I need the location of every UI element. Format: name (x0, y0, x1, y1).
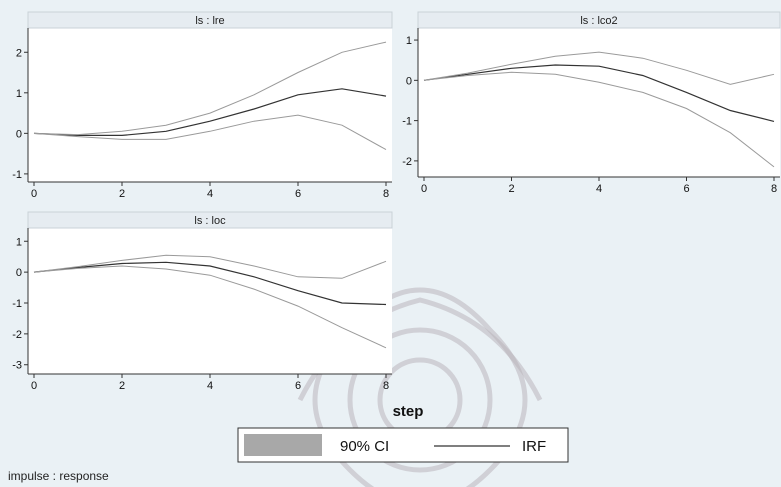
x-tick-label: 8 (383, 380, 389, 392)
panel-header (27, 211, 393, 229)
ci-upper-bound-line (33, 254, 387, 279)
x-tick-label: 0 (31, 188, 37, 200)
panel-title: ls : lco2 (580, 15, 617, 27)
irf-series-line (33, 261, 387, 306)
y-tick-label: 1 (406, 35, 412, 47)
panel-title: ls : loc (194, 215, 226, 227)
x-tick-label: 6 (683, 183, 689, 195)
x-axis-label: step (393, 403, 424, 420)
irf-series-line (33, 88, 387, 136)
x-tick-label: 6 (295, 380, 301, 392)
ci-lower-bound-line (423, 71, 775, 168)
x-tick-label: 0 (31, 380, 37, 392)
y-tick-label: 0 (16, 128, 22, 140)
y-tick-label: -1 (12, 298, 22, 310)
plot-area (28, 28, 392, 182)
y-tick-label: -2 (402, 156, 412, 168)
x-tick-label: 6 (295, 188, 301, 200)
irf-panel-0: ls : lre -1 0 1 2 0 2 4 6 8 (12, 11, 393, 200)
x-tick-label: 2 (119, 380, 125, 392)
x-tick-label: 8 (383, 188, 389, 200)
plot-area (28, 228, 392, 374)
y-tick-label: 1 (16, 236, 22, 248)
x-tick-label: 0 (421, 183, 427, 195)
panel-header (417, 11, 781, 29)
ci-upper-bound-line (33, 41, 387, 136)
y-tick-label: 0 (406, 75, 412, 87)
ci-lower-bound-line (33, 265, 387, 349)
ci-lower-bound-line (33, 114, 387, 151)
legend-irf-label: IRF (522, 438, 546, 455)
x-tick-label: 8 (771, 183, 777, 195)
y-tick-label: -2 (12, 329, 22, 341)
y-tick-label: 1 (16, 88, 22, 100)
irf-series-line (423, 64, 775, 122)
x-tick-label: 2 (508, 183, 514, 195)
y-tick-label: -3 (12, 360, 22, 372)
ci-upper-bound-line (423, 51, 775, 85)
impulse-response-note: impulse : response (8, 469, 109, 483)
legend-ci-label: 90% CI (340, 438, 389, 455)
irf-panel-2: ls : loc -3 -2 -1 0 1 0 2 4 6 8 (12, 211, 393, 392)
panel-header (27, 11, 393, 29)
y-tick-label: 2 (16, 47, 22, 59)
x-tick-label: 4 (207, 380, 213, 392)
x-tick-label: 2 (119, 188, 125, 200)
x-tick-label: 4 (596, 183, 602, 195)
irf-panel-1: ls : lco2 -2 -1 0 1 0 2 4 6 8 (402, 11, 781, 195)
legend: 90% CI IRF (237, 427, 569, 463)
legend-ci-swatch (244, 434, 322, 456)
plot-area (418, 28, 780, 177)
y-tick-label: 0 (16, 267, 22, 279)
y-tick-label: -1 (402, 116, 412, 128)
x-tick-label: 4 (207, 188, 213, 200)
y-tick-label: -1 (12, 169, 22, 181)
panel-title: ls : lre (195, 15, 224, 27)
